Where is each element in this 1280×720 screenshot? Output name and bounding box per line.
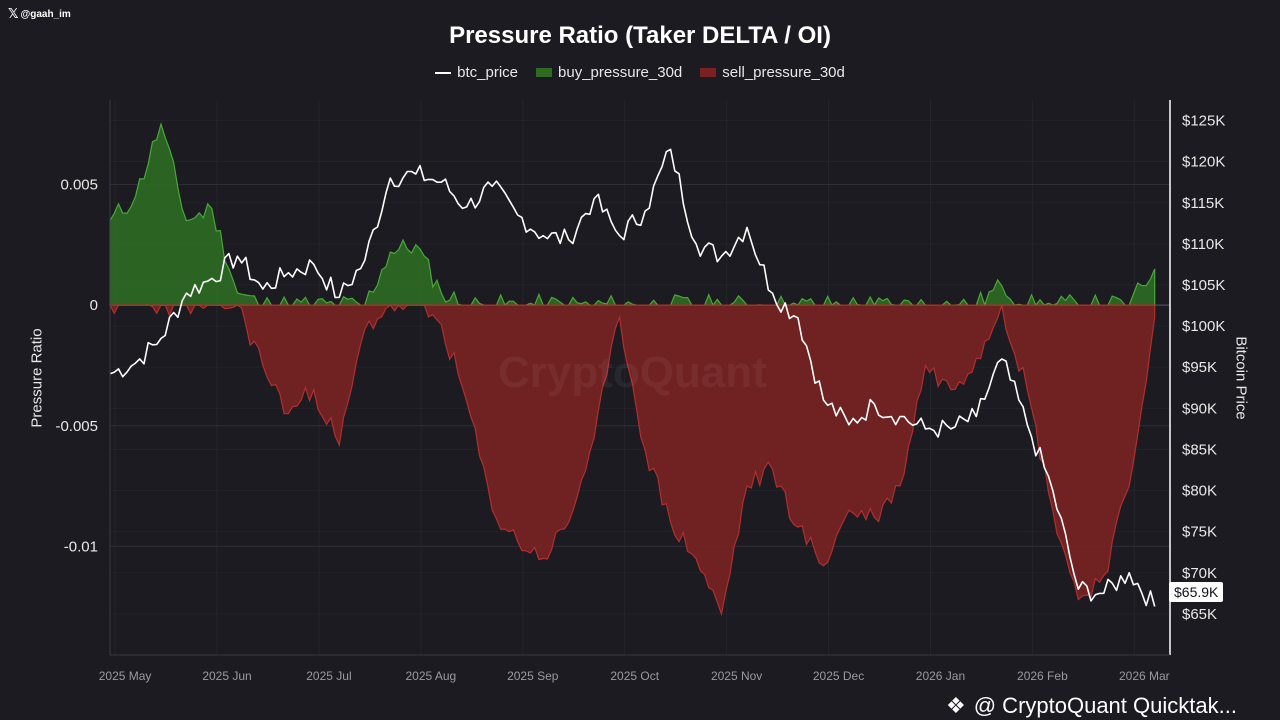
- y-tick-right-label: $80K: [1182, 483, 1217, 500]
- diamond-logo-icon: ❖: [946, 693, 966, 718]
- y-tick-right-label: $65K: [1182, 606, 1217, 623]
- x-tick-label: 2025 May: [99, 669, 152, 683]
- x-tick-label: 2025 Dec: [813, 669, 864, 683]
- sell-pressure-area: [109, 304, 1156, 617]
- y-tick-right-label: $95K: [1182, 359, 1217, 376]
- y-tick-right-label: $90K: [1182, 400, 1217, 417]
- y-tick-right-label: $100K: [1182, 318, 1225, 335]
- y-tick-left-label: 0: [90, 297, 98, 314]
- y-tick-right-label: $120K: [1182, 154, 1225, 171]
- legend-swatch-sell-pressure: [700, 68, 717, 77]
- btc-price-line-layer: [109, 148, 1156, 607]
- chart-title: Pressure Ratio (Taker DELTA / OI): [449, 22, 831, 49]
- legend: btc_price buy_pressure_30d sell_pressure…: [0, 64, 1280, 81]
- y-tick-right-label: $70K: [1182, 565, 1217, 582]
- legend-item-sell-pressure[interactable]: sell_pressure_30d: [700, 64, 845, 81]
- y-tick-right-label: $115K: [1182, 195, 1224, 212]
- pressure-areas: [109, 121, 1156, 617]
- footer-brand-text: @ CryptoQuant Quicktak...: [973, 693, 1237, 718]
- legend-label-btc-price: btc_price: [457, 64, 519, 81]
- y-tick-right-label: $125K: [1182, 113, 1225, 130]
- x-tick-label: 2025 Sep: [507, 669, 559, 683]
- legend-label-sell-pressure: sell_pressure_30d: [722, 64, 845, 81]
- x-tick-label: 2026 Jan: [916, 669, 965, 683]
- legend-label-buy-pressure: buy_pressure_30d: [558, 64, 683, 81]
- btc-price-line: [109, 148, 1156, 607]
- footer-brand: ❖ @ CryptoQuant Quicktak...: [946, 693, 1237, 719]
- handle-text: @gaah_im: [20, 8, 71, 20]
- legend-swatch-buy-pressure: [536, 68, 553, 77]
- y-tick-left-label: -0.005: [55, 418, 98, 435]
- y-tick-right-label: $110K: [1182, 236, 1224, 253]
- y-tick-left-label: 0.005: [60, 176, 98, 193]
- x-tick-label: 2025 Jul: [306, 669, 351, 683]
- watermark: CryptoQuant: [498, 348, 767, 397]
- y-tick-right-label: $75K: [1182, 524, 1217, 541]
- y-tick-right-label: $85K: [1182, 441, 1217, 458]
- legend-swatch-btc-price: [435, 71, 452, 74]
- x-tick-label: 2026 Mar: [1119, 669, 1170, 683]
- x-tick-label: 2025 Aug: [406, 669, 457, 683]
- legend-item-btc-price[interactable]: btc_price: [435, 64, 518, 81]
- author-handle: 𝕏 @gaah_im: [8, 6, 71, 22]
- x-tick-label: 2025 Oct: [610, 669, 659, 683]
- y-axis-title-right: Bitcoin Price: [1232, 336, 1250, 420]
- x-tick-label: 2026 Feb: [1017, 669, 1068, 683]
- y-tick-left-label: -0.01: [64, 538, 98, 555]
- last-price-badge: $65.9K: [1169, 582, 1224, 602]
- legend-item-buy-pressure[interactable]: buy_pressure_30d: [536, 64, 682, 81]
- y-axis-title-left: Pressure Ratio: [28, 328, 46, 428]
- y-tick-right-label: $105K: [1182, 277, 1225, 294]
- axes: 0.005 0 -0.005 -0.01 $125K $120K $115K $110K $10…: [55, 100, 1225, 683]
- x-tick-label: 2025 Nov: [711, 669, 762, 683]
- x-tick-label: 2025 Jun: [202, 669, 251, 683]
- x-logo-icon: 𝕏: [8, 6, 19, 21]
